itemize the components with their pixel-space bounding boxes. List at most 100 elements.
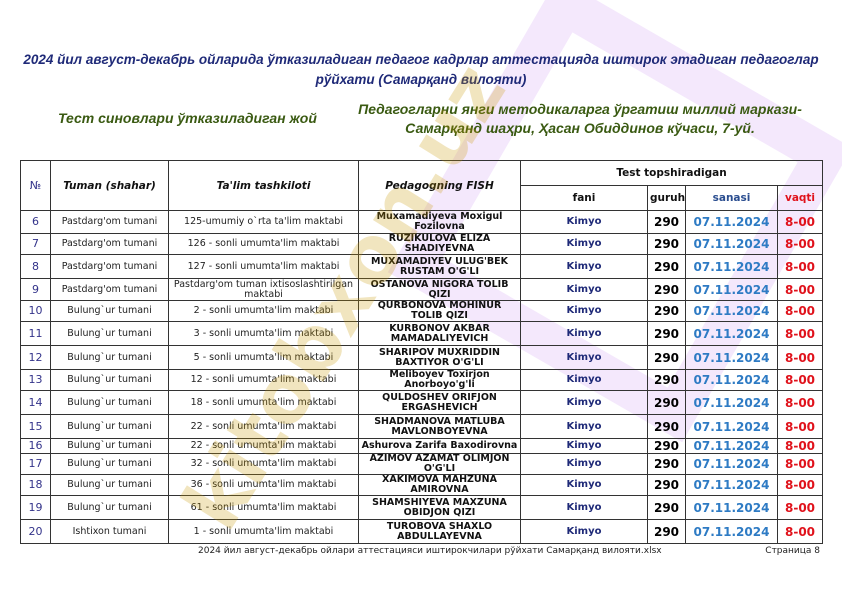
cell-time: 8-00 (776, 278, 824, 301)
cell-subject: Kimyo (520, 321, 648, 346)
cell-name: Meliboyev Toxirjon Anorboyo'g'li (358, 369, 521, 391)
cell-subject: Kimyo (520, 254, 648, 279)
cell-group: 290 (647, 278, 686, 301)
cell-time: 8-00 (776, 369, 824, 391)
table-row: 20 Ishtixon tumani 1 - sonli umumta'lim ma… (20, 519, 824, 544)
cell-district: Bulung`ur tumani (50, 390, 169, 415)
cell-group: 290 (647, 474, 686, 496)
cell-name: Ashurova Zarifa Baxodirovna (358, 438, 521, 454)
cell-school: 22 - sonli umumta'lim maktabi (168, 438, 359, 454)
test-place-label: Тест синовлари ўтказиладиган жой (58, 110, 317, 126)
cell-name: SHADMANOVA MATLUBA MAVLONBOYEVNA (358, 414, 521, 439)
cell-time: 8-00 (776, 254, 824, 279)
footer-filename: 2024 йил август-декабрь ойлари аттестаци… (198, 546, 662, 556)
cell-district: Pastdarg'om tumani (50, 254, 169, 279)
cell-time: 8-00 (776, 321, 824, 346)
cell-group: 290 (647, 321, 686, 346)
cell-date: 07.11.2024 (685, 345, 778, 370)
cell-district: Pastdarg'om tumani (50, 278, 169, 301)
cell-date: 07.11.2024 (685, 300, 778, 322)
cell-no: 18 (20, 474, 51, 496)
cell-no: 6 (20, 210, 51, 234)
cell-school: 1 - sonli umumta'lim maktabi (168, 519, 359, 544)
cell-date: 07.11.2024 (685, 474, 778, 496)
cell-no: 15 (20, 414, 51, 439)
cell-school: 12 - sonli umumta'lim maktabi (168, 369, 359, 391)
cell-date: 07.11.2024 (685, 254, 778, 279)
cell-group: 290 (647, 453, 686, 475)
page-number: Страница 8 (765, 546, 820, 556)
cell-school: 126 - sonli umumta'lim maktabi (168, 233, 359, 255)
cell-school: 5 - sonli umumta'lim maktabi (168, 345, 359, 370)
header-subject: fani (520, 185, 648, 211)
test-place-value: Педагогларни янги методикаларга ўргатиш … (358, 101, 802, 136)
cell-district: Bulung`ur tumani (50, 414, 169, 439)
cell-name: SHARIPOV MUXRIDDIN BAXTIYOR O'G'LI (358, 345, 521, 370)
cell-district: Bulung`ur tumani (50, 345, 169, 370)
cell-no: 8 (20, 254, 51, 279)
table-row: 8 Pastdarg'om tumani 127 - sonli umumta'li… (20, 254, 824, 279)
cell-date: 07.11.2024 (685, 369, 778, 391)
cell-group: 290 (647, 233, 686, 255)
cell-school: 36 - sonli umumta'lim maktabi (168, 474, 359, 496)
header-school: Ta'lim tashkiloti (168, 160, 359, 211)
cell-group: 290 (647, 495, 686, 520)
cell-school: 18 - sonli umumta'lim maktabi (168, 390, 359, 415)
participants-table: № Tuman (shahar) Ta'lim tashkiloti Pedag… (20, 160, 824, 544)
table-row: 17 Bulung`ur tumani 32 - sonli umumta'lim … (20, 453, 824, 475)
cell-group: 290 (647, 390, 686, 415)
header-time: vaqti (776, 185, 824, 211)
cell-school: 3 - sonli umumta'lim maktabi (168, 321, 359, 346)
cell-school: 32 - sonli umumta'lim maktabi (168, 453, 359, 475)
cell-district: Bulung`ur tumani (50, 453, 169, 475)
cell-subject: Kimyo (520, 453, 648, 475)
cell-time: 8-00 (776, 210, 824, 234)
cell-date: 07.11.2024 (685, 495, 778, 520)
cell-district: Bulung`ur tumani (50, 300, 169, 322)
cell-no: 16 (20, 438, 51, 454)
table-row: 18 Bulung`ur tumani 36 - sonli umumta'lim … (20, 474, 824, 496)
cell-subject: Kimyo (520, 300, 648, 322)
cell-no: 13 (20, 369, 51, 391)
cell-date: 07.11.2024 (685, 210, 778, 234)
table-row: 15 Bulung`ur tumani 22 - sonli umumta'lim … (20, 414, 824, 439)
cell-no: 14 (20, 390, 51, 415)
table-row: 7 Pastdarg'om tumani 126 - sonli umumta'li… (20, 233, 824, 255)
cell-time: 8-00 (776, 300, 824, 322)
cell-subject: Kimyo (520, 519, 648, 544)
table-row: 14 Bulung`ur tumani 18 - sonli umumta'lim … (20, 390, 824, 415)
cell-district: Bulung`ur tumani (50, 438, 169, 454)
cell-group: 290 (647, 300, 686, 322)
cell-subject: Kimyo (520, 369, 648, 391)
cell-school: Pastdarg'om tuman ixtisoslashtirilgan ma… (168, 278, 359, 301)
cell-district: Bulung`ur tumani (50, 495, 169, 520)
table-row: 12 Bulung`ur tumani 5 - sonli umumta'lim m… (20, 345, 824, 370)
cell-subject: Kimyo (520, 390, 648, 415)
cell-no: 17 (20, 453, 51, 475)
cell-group: 290 (647, 345, 686, 370)
cell-group: 290 (647, 438, 686, 454)
cell-school: 61 - sonli umumta'lim maktabi (168, 495, 359, 520)
cell-time: 8-00 (776, 345, 824, 370)
cell-subject: Kimyo (520, 474, 648, 496)
cell-name: RUZIKULOVA ELIZA SHADIYEVNA (358, 233, 521, 255)
table-row: 19 Bulung`ur tumani 61 - sonli umumta'lim … (20, 495, 824, 520)
cell-name: KURBONOV AKBAR MAMADALIYEVICH (358, 321, 521, 346)
cell-group: 290 (647, 519, 686, 544)
cell-district: Ishtixon tumani (50, 519, 169, 544)
cell-time: 8-00 (776, 474, 824, 496)
table-row: 16 Bulung`ur tumani 22 - sonli umumta'lim … (20, 438, 824, 454)
cell-subject: Kimyo (520, 414, 648, 439)
cell-district: Pastdarg'om tumani (50, 210, 169, 234)
cell-time: 8-00 (776, 390, 824, 415)
cell-school: 2 - sonli umumta'lim maktabi (168, 300, 359, 322)
cell-subject: Kimyo (520, 278, 648, 301)
cell-no: 11 (20, 321, 51, 346)
header-date: sanasi (685, 185, 778, 211)
cell-no: 7 (20, 233, 51, 255)
cell-group: 290 (647, 414, 686, 439)
header-test: Test topshiradigan (519, 160, 824, 186)
cell-name: AZIMOV AZAMAT OLIMJON O'G'LI (358, 453, 521, 475)
cell-date: 07.11.2024 (685, 453, 778, 475)
cell-time: 8-00 (776, 438, 824, 454)
